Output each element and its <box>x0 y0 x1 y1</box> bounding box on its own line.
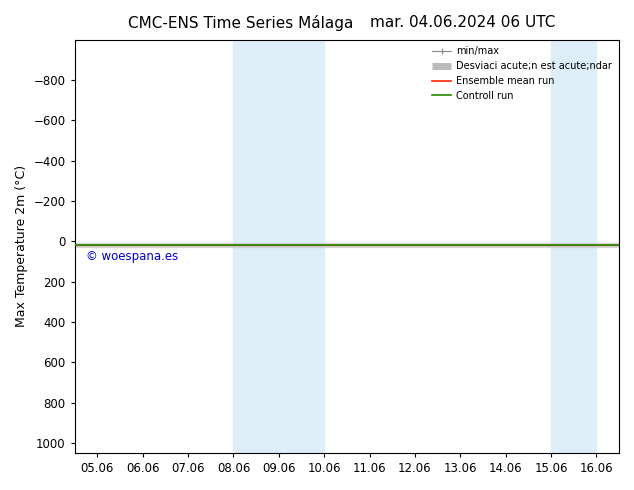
Text: CMC-ENS Time Series Málaga: CMC-ENS Time Series Málaga <box>128 15 354 31</box>
Y-axis label: Max Temperature 2m (°C): Max Temperature 2m (°C) <box>15 165 28 327</box>
Text: mar. 04.06.2024 06 UTC: mar. 04.06.2024 06 UTC <box>370 15 555 30</box>
Text: © woespana.es: © woespana.es <box>86 250 178 263</box>
Legend: min/max, Desviaci acute;n est acute;ndar, Ensemble mean run, Controll run: min/max, Desviaci acute;n est acute;ndar… <box>428 43 616 105</box>
Bar <box>233 40 324 453</box>
Bar <box>551 40 597 453</box>
